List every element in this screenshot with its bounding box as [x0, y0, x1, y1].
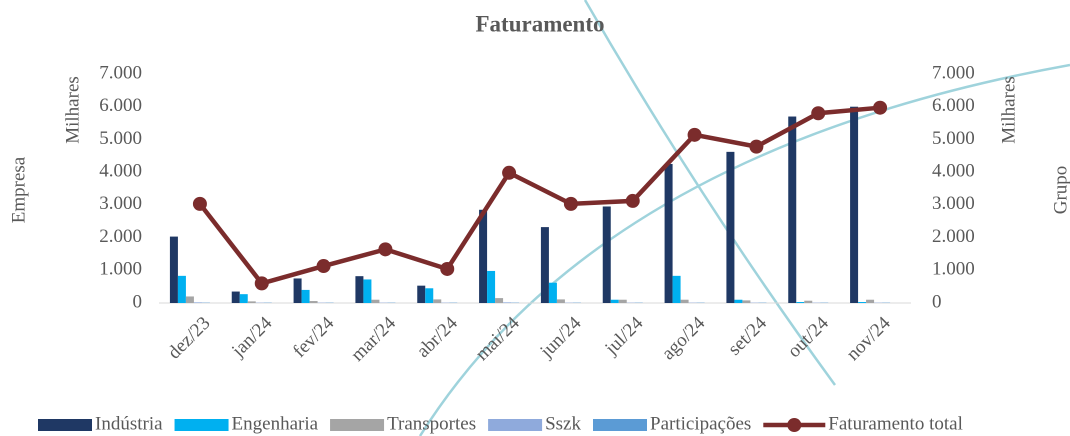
bar — [425, 288, 434, 303]
x-tick-label: dez/23 — [164, 313, 215, 364]
y-tick-label: 7.000 — [99, 62, 142, 83]
x-tick-label: out/24 — [784, 312, 834, 362]
x-tick-label: set/24 — [724, 312, 771, 359]
bar — [193, 302, 202, 303]
y-tick-label: 6.000 — [99, 95, 142, 116]
bar — [664, 163, 673, 303]
y2-tick-label: 7.000 — [932, 62, 975, 83]
legend-swatch — [174, 419, 229, 431]
bar — [556, 299, 565, 303]
bar — [247, 301, 256, 303]
bar — [185, 296, 194, 303]
line-point — [749, 139, 764, 154]
bar — [231, 291, 240, 303]
legend-label: Faturamento total — [828, 413, 963, 434]
bar — [355, 276, 364, 303]
x-tick-label: nov/24 — [843, 312, 896, 365]
line-point — [563, 196, 578, 211]
line-point — [440, 261, 455, 276]
bar — [742, 300, 751, 303]
bar — [672, 275, 681, 303]
bar — [293, 278, 302, 303]
y-axis-unit: Milhares — [62, 76, 83, 144]
bar — [726, 151, 735, 303]
line-point — [254, 276, 269, 291]
bar — [602, 206, 611, 303]
bar — [363, 279, 372, 303]
bar — [503, 302, 512, 303]
y2-tick-label: 5.000 — [932, 128, 975, 149]
x-tick-label: mar/24 — [347, 312, 400, 365]
bar — [796, 302, 805, 303]
legend-label: Engenharia — [232, 413, 319, 434]
y-tick-label: 5.000 — [99, 128, 142, 149]
legend-label: Sszk — [545, 413, 581, 434]
line-point — [687, 127, 702, 142]
bar — [866, 299, 875, 303]
line-point — [378, 242, 393, 257]
y2-axis-label: Grupo — [1050, 166, 1070, 215]
bar — [301, 289, 310, 303]
line-point — [625, 193, 640, 208]
legend-label: Indústria — [95, 413, 163, 434]
x-tick-label: jan/24 — [227, 312, 276, 361]
bar — [850, 106, 859, 303]
legend-swatch — [330, 419, 385, 431]
line-point — [316, 259, 331, 274]
bar — [309, 301, 318, 303]
legend-swatch — [593, 419, 647, 431]
bar — [804, 300, 813, 303]
y2-tick-label: 1.000 — [932, 259, 975, 280]
line-point — [192, 196, 207, 211]
bar — [734, 299, 743, 303]
x-tick-label: jul/24 — [600, 312, 647, 359]
y-tick-label: 1.000 — [99, 259, 142, 280]
decor-curve — [583, 0, 837, 386]
bar — [680, 299, 689, 303]
y2-tick-label: 6.000 — [932, 95, 975, 116]
y-tick-label: 0 — [133, 291, 143, 312]
decor-curve — [418, 63, 1070, 436]
line-point — [873, 100, 888, 115]
line-point — [811, 106, 826, 121]
bar — [169, 236, 178, 303]
x-tick-label: abr/24 — [413, 312, 463, 362]
legend-marker — [787, 418, 802, 432]
legend-label: Transportes — [387, 413, 476, 434]
bar — [788, 116, 797, 304]
bar — [495, 298, 504, 303]
chart-title: Faturamento — [475, 11, 604, 36]
line-point — [502, 165, 517, 180]
bar — [618, 299, 627, 303]
y2-axis-unit: Milhares — [998, 76, 1019, 144]
bar — [479, 209, 488, 303]
y2-tick-label: 0 — [932, 291, 942, 312]
y2-tick-label: 2.000 — [932, 226, 975, 247]
bar — [487, 270, 496, 303]
legend-label: Participações — [650, 413, 751, 434]
bar — [177, 275, 186, 303]
x-tick-label: jun/24 — [536, 312, 586, 362]
x-tick-label: mai/24 — [472, 312, 525, 365]
y-tick-label: 2.000 — [99, 226, 142, 247]
y-tick-label: 4.000 — [99, 161, 142, 182]
x-tick-label: ago/24 — [658, 312, 710, 364]
bar — [433, 299, 442, 303]
bar — [417, 285, 426, 303]
y2-tick-label: 4.000 — [932, 161, 975, 182]
bar — [548, 282, 557, 303]
bar — [610, 299, 619, 303]
bar — [858, 302, 867, 303]
bar — [371, 299, 380, 303]
y-axis-label: Empresa — [8, 156, 29, 223]
bar — [540, 227, 549, 303]
y2-tick-label: 3.000 — [932, 193, 975, 214]
line — [198, 105, 881, 286]
legend-swatch — [38, 419, 92, 431]
bar — [239, 294, 248, 303]
y-tick-label: 3.000 — [99, 193, 142, 214]
x-tick-label: fev/24 — [289, 312, 339, 362]
legend-swatch — [488, 419, 543, 431]
